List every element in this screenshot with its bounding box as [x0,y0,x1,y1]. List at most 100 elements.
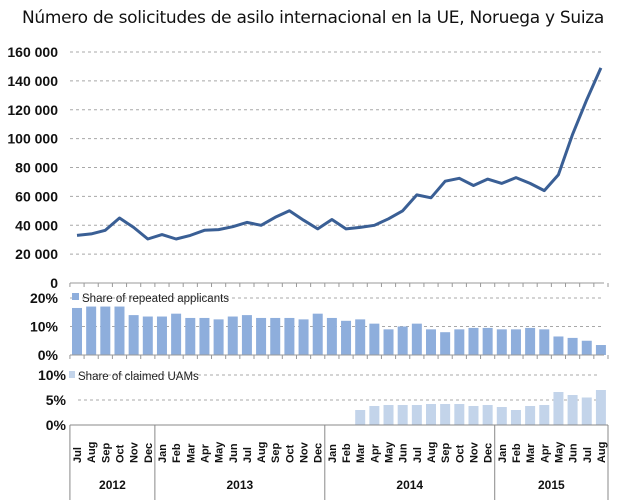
uam-bar [567,395,578,425]
chart-title: Número de solicitudes de asilo internaci… [21,8,604,28]
month-label: May [384,441,396,463]
repeated-bar [270,317,281,355]
month-label: Jan [157,444,169,463]
legend-label: Share of claimed UAMs [78,371,199,383]
repeated-bar [128,315,139,355]
month-label: Dec [483,443,495,463]
month-label: Jun [228,443,240,463]
repeated-bar [355,319,366,355]
uam-bar [426,404,436,425]
month-label: Apr [539,443,551,463]
repeated-bar [539,329,550,355]
repeated-bar [581,340,592,355]
month-label: Nov [129,441,141,463]
y-tick-label: 40 000 [15,217,58,233]
month-label: Sep [440,443,452,463]
month-label: Jul [582,447,594,463]
month-label: Aug [426,442,438,463]
repeated-bar [411,323,422,355]
uam-bar [553,392,564,425]
y-tick-label: 10% [38,367,67,383]
month-label: Mar [355,443,367,463]
y-tick-label: 0 [50,275,58,291]
repeated-bar [227,316,238,355]
uam-bar [525,406,536,425]
repeated-bar [454,329,465,355]
month-label: May [553,441,565,463]
uam-bar [411,405,422,425]
repeated-bar [185,317,196,355]
repeated-bar [72,307,82,355]
y-tick-label: 100 000 [7,131,58,147]
repeated-bar [312,313,323,355]
y-tick-label: 160 000 [7,44,58,60]
repeated-bar [397,326,408,355]
month-label: Jun [398,443,410,463]
uam-bar [369,406,380,425]
repeated-bar [440,332,451,355]
y-tick-label: 10% [30,319,59,335]
y-tick-label: 60 000 [15,188,58,204]
uam-bar [355,410,366,425]
year-label: 2013 [226,478,253,492]
repeated-bar [284,317,295,355]
repeated-bar [156,316,167,355]
repeated-bar [553,336,564,355]
y-tick-label: 5% [46,392,67,408]
uam-bar [440,404,451,425]
month-label: Nov [468,441,480,463]
month-label: Aug [86,442,98,463]
month-label: Oct [284,444,296,463]
repeated-bar [468,327,479,355]
repeated-bar [567,337,578,355]
month-label: Aug [256,442,268,463]
repeated-bar [114,306,125,355]
repeated-bar [341,320,352,355]
uam-bar [454,404,465,425]
y-tick-label: 140 000 [7,73,58,89]
month-label: Jul [242,447,254,463]
repeated-bar [426,329,436,355]
y-tick-label: 0% [46,417,67,433]
repeated-bar [525,327,536,355]
month-label: Sep [100,443,112,463]
repeated-bar [383,329,394,355]
y-tick-label: 120 000 [7,102,58,118]
month-label: Apr [199,443,211,463]
y-tick-label: 80 000 [15,160,58,176]
legend-swatch [69,371,75,378]
month-label: Jun [568,443,580,463]
repeated-bar [595,345,606,355]
legend-label: Share of repeated applicants [82,293,229,305]
year-label: 2012 [99,478,126,492]
repeated-bar [142,316,153,355]
repeated-bar [256,317,267,355]
month-label: Nov [299,441,311,463]
month-label: Mar [525,443,537,463]
month-label: Jan [497,444,509,463]
month-label: Feb [511,443,523,463]
month-label: Oct [114,444,126,463]
repeated-bar [298,319,309,355]
month-label: Apr [369,443,381,463]
repeated-bar [213,319,224,355]
legend-swatch [72,293,79,300]
month-label: Oct [454,444,466,463]
repeated-bar [510,329,521,355]
month-label: Jan [327,444,339,463]
month-label: Feb [341,443,353,463]
uam-bar [397,405,408,425]
month-label: Dec [313,443,325,463]
repeated-bar [171,313,182,355]
repeated-bar [326,317,337,355]
repeated-bar [199,317,210,355]
repeated-bar [100,306,111,355]
y-tick-label: 20% [30,290,59,306]
repeated-bar [86,306,97,355]
repeated-bar [369,323,380,355]
month-label: Jul [412,447,424,463]
month-label: May [214,441,226,463]
y-tick-label: 0% [38,347,59,363]
repeated-bar [496,329,507,355]
